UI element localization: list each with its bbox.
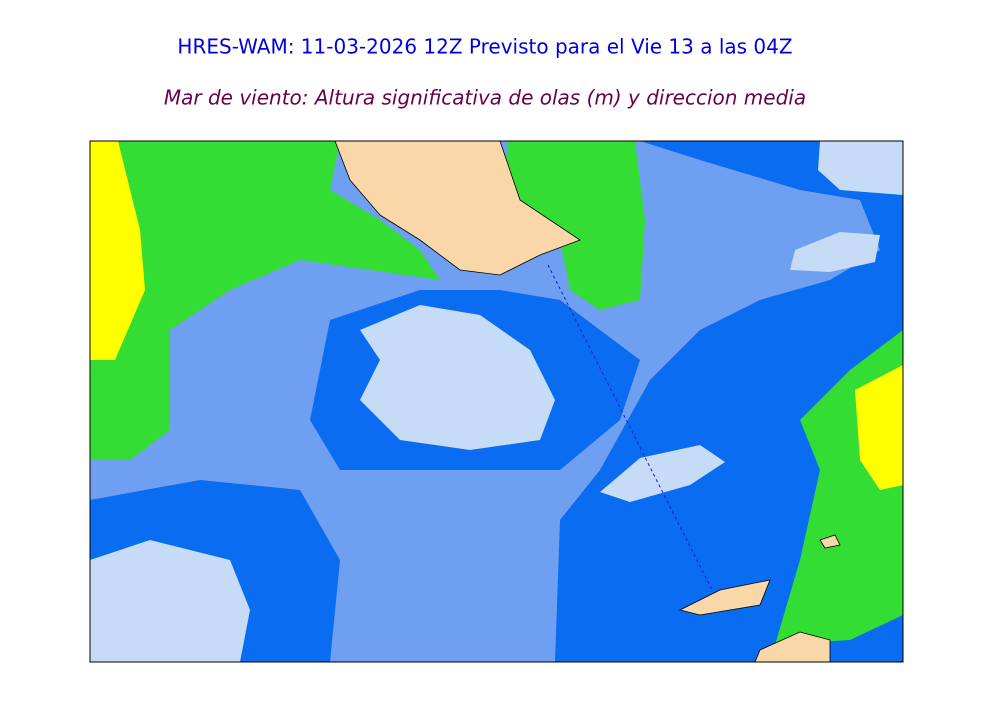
field <box>90 540 250 662</box>
field <box>90 141 440 460</box>
field <box>855 365 903 490</box>
title: HRES-WAM: 11-03-2026 12Z Previsto para e… <box>177 35 792 59</box>
map-frame <box>89 140 904 663</box>
land <box>334 141 581 276</box>
field <box>818 141 903 195</box>
field <box>360 305 555 450</box>
land <box>678 579 771 616</box>
land <box>754 631 831 662</box>
route-line <box>547 264 713 591</box>
field <box>600 445 725 502</box>
field <box>505 141 645 310</box>
subtitle: Mar de viento: Altura significativa de o… <box>164 86 806 110</box>
field <box>90 141 145 360</box>
land <box>819 534 841 549</box>
map-fields <box>90 141 903 662</box>
field <box>790 232 880 272</box>
